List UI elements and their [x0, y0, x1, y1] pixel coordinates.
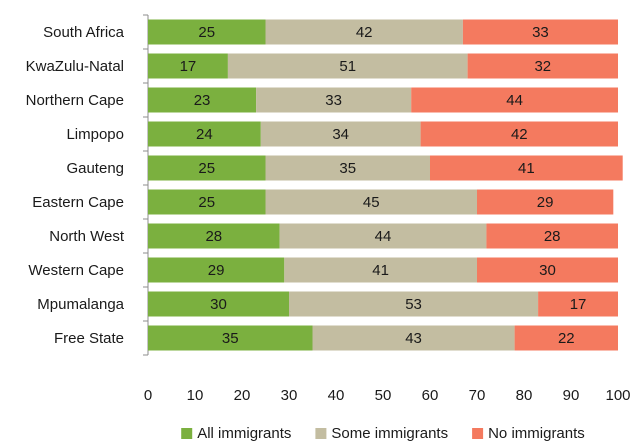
data-label: 25: [198, 24, 215, 41]
data-label: 28: [205, 228, 222, 245]
bar-segment: [256, 87, 412, 113]
bar-segment: [148, 53, 228, 79]
data-label: 28: [544, 228, 561, 245]
category-label: North West: [49, 228, 125, 245]
data-label: 35: [222, 330, 239, 347]
category-label: Western Cape: [28, 262, 124, 279]
labels-layer: South Africa 25 42 33 KwaZulu-Natal 17 51 32 Nor…: [26, 24, 587, 347]
bar-segment: [148, 291, 289, 317]
bar-segment: [148, 325, 313, 351]
data-label: 41: [518, 160, 535, 177]
x-tick-label: 30: [281, 387, 298, 404]
data-label: 29: [537, 194, 554, 211]
x-tick-label: 0: [144, 387, 152, 404]
x-tick-label: 100: [605, 387, 630, 404]
legend: All immigrants Some immigrants No immigran…: [181, 425, 585, 442]
x-tick-labels: 0 10 20 30 40 50 60 70 80 90 100: [144, 387, 631, 404]
data-label: 30: [210, 296, 227, 313]
x-tick-label: 60: [422, 387, 439, 404]
data-label: 32: [534, 58, 551, 75]
bar-segment: [462, 19, 618, 45]
bar-segment: [148, 257, 285, 283]
x-tick-label: 40: [328, 387, 345, 404]
bar-segment: [477, 189, 614, 215]
data-label: 24: [196, 126, 213, 143]
data-label: 45: [363, 194, 380, 211]
bar-segment: [514, 325, 618, 351]
legend-swatch: [181, 428, 193, 439]
data-label: 33: [325, 92, 342, 109]
bar-segment: [148, 223, 280, 249]
category-label: Limpopo: [66, 126, 124, 143]
x-tick-label: 80: [516, 387, 533, 404]
data-label: 17: [180, 58, 197, 75]
data-label: 34: [332, 126, 349, 143]
category-label: Northern Cape: [26, 92, 124, 109]
legend-swatch: [472, 428, 484, 439]
legend-item: No immigrants: [472, 425, 585, 442]
legend-item: All immigrants: [181, 425, 291, 442]
bar-segment: [289, 291, 539, 317]
data-label: 51: [339, 58, 356, 75]
data-label: 44: [506, 92, 523, 109]
category-label: Gauteng: [66, 160, 124, 177]
bar-segment: [411, 87, 618, 113]
bar-segment: [284, 257, 477, 283]
legend-label: No immigrants: [488, 425, 585, 442]
x-tick-label: 70: [469, 387, 486, 404]
x-tick-label: 10: [187, 387, 204, 404]
legend-label: All immigrants: [197, 425, 291, 442]
x-tick-label: 20: [234, 387, 251, 404]
data-label: 41: [372, 262, 389, 279]
bar-segment: [486, 223, 618, 249]
bar-segment: [467, 53, 618, 79]
data-label: 30: [539, 262, 556, 279]
category-label: South Africa: [43, 24, 125, 41]
x-tick-label: 50: [375, 387, 392, 404]
bar-segment: [420, 121, 618, 147]
bar-segment: [430, 155, 623, 181]
data-label: 17: [570, 296, 587, 313]
data-label: 22: [558, 330, 575, 347]
bar-segment: [227, 53, 468, 79]
bar-segment: [148, 19, 266, 45]
data-label: 25: [198, 194, 215, 211]
category-label: Mpumalanga: [37, 296, 124, 313]
data-label: 42: [356, 24, 373, 41]
bar-segment: [260, 121, 421, 147]
bar-segment: [265, 189, 477, 215]
data-label: 23: [194, 92, 211, 109]
bars-layer: [148, 19, 623, 351]
bar-segment: [265, 19, 463, 45]
data-label: 35: [339, 160, 356, 177]
category-label: Free State: [54, 330, 124, 347]
bar-segment: [279, 223, 487, 249]
bar-segment: [312, 325, 515, 351]
bar-segment: [265, 155, 430, 181]
data-label: 25: [198, 160, 215, 177]
legend-label: Some immigrants: [331, 425, 448, 442]
data-label: 33: [532, 24, 549, 41]
bar-segment: [148, 121, 261, 147]
bar-segment: [148, 87, 257, 113]
data-label: 42: [511, 126, 528, 143]
legend-item: Some immigrants: [315, 425, 448, 442]
data-label: 44: [375, 228, 392, 245]
data-label: 53: [405, 296, 422, 313]
bar-segment: [477, 257, 618, 283]
category-label: Eastern Cape: [32, 194, 124, 211]
data-label: 43: [405, 330, 422, 347]
bar-segment: [148, 155, 266, 181]
category-label: KwaZulu-Natal: [26, 58, 124, 75]
data-label: 29: [208, 262, 225, 279]
x-tick-label: 90: [563, 387, 580, 404]
axis-layer: [143, 14, 149, 356]
bar-segment: [148, 189, 266, 215]
legend-swatch: [315, 428, 327, 439]
bar-segment: [538, 291, 618, 317]
